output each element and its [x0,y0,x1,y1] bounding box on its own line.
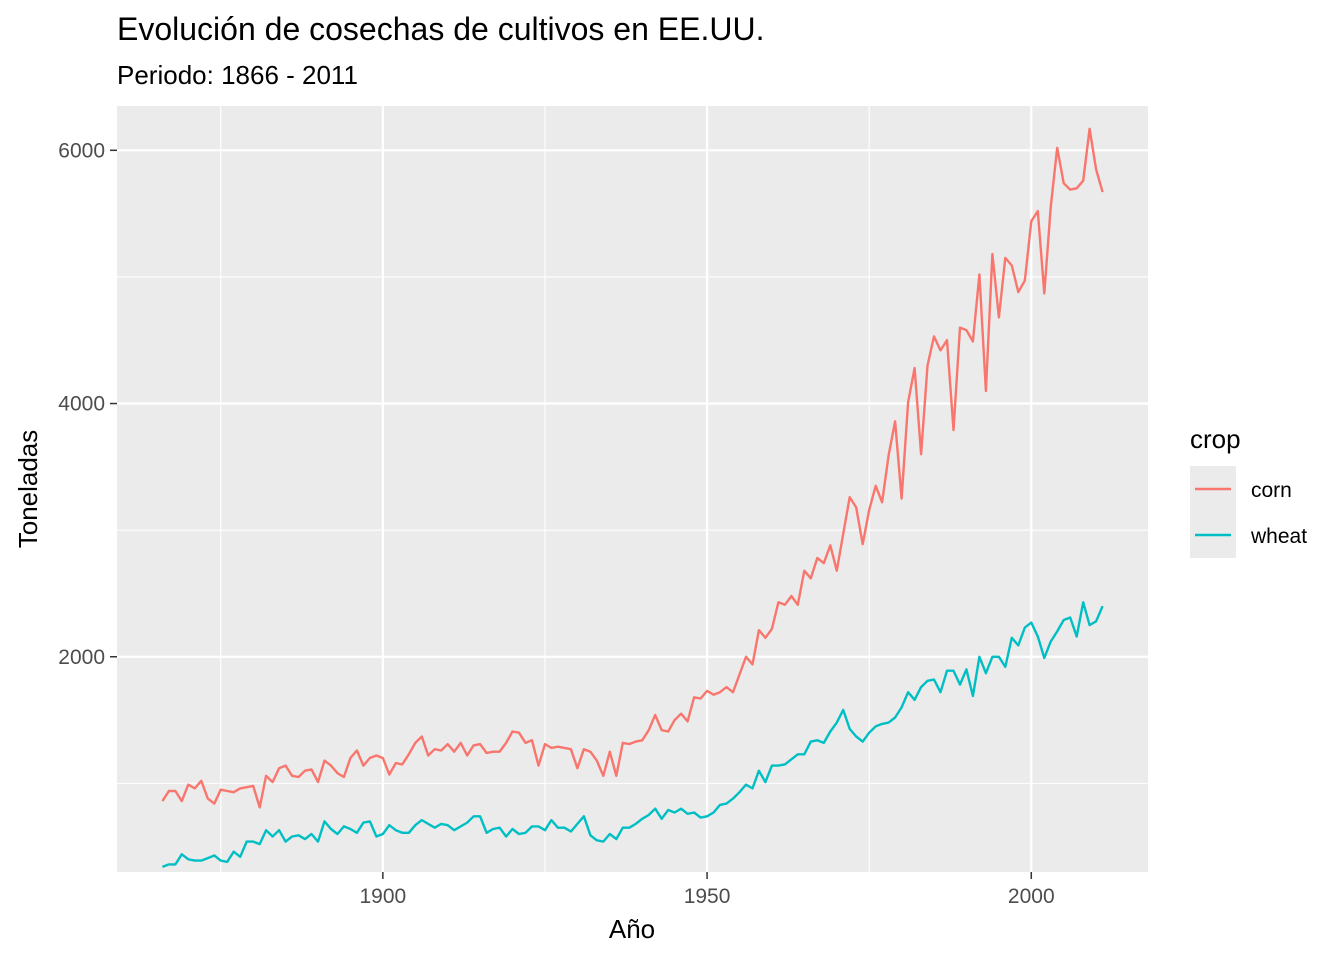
x-tick-label: 1900 [359,885,406,908]
y-tick-label: 6000 [58,139,105,162]
legend-label-wheat: wheat [1250,525,1307,548]
series-line-wheat [161,601,1104,869]
major-gridlines [117,106,1148,872]
y-axis-title: Toneladas [13,430,43,549]
x-tick-label: 2000 [1008,885,1055,908]
legend-label-corn: corn [1251,479,1292,502]
legend-title: crop [1190,424,1241,454]
series-layer [161,127,1104,869]
chart-subtitle: Periodo: 1866 - 2011 [117,60,358,90]
minor-gridlines [117,106,1148,872]
legend: crop corn wheat [1190,424,1307,558]
axis-ticks: 1900 1950 2000 2000 4000 6000 [58,139,1054,908]
chart-title: Evolución de cosechas de cultivos en EE.… [117,11,764,47]
y-tick-label: 2000 [58,646,105,669]
plot-panel [117,106,1148,872]
x-tick-label: 1950 [684,885,731,908]
series-line-corn [161,127,1104,809]
x-axis-title: Año [609,914,655,944]
y-tick-label: 4000 [58,393,105,416]
